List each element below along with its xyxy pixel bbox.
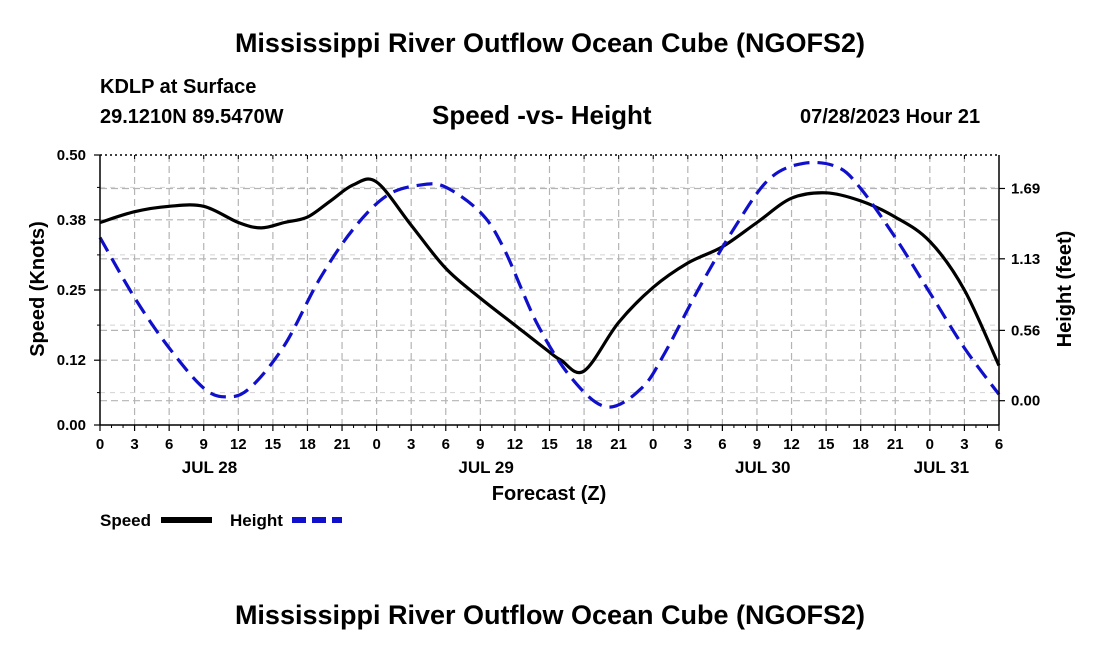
x-tick-label: 12	[783, 436, 800, 453]
y-axis-title: Speed (Knots)	[27, 221, 49, 357]
y-tick-label: 0.25	[57, 282, 86, 299]
y-tick-label: 0.12	[57, 352, 86, 369]
height-series-line	[98, 160, 1001, 409]
footer-title: Mississippi River Outflow Ocean Cube (NG…	[234, 600, 866, 630]
x-tick-label: 21	[610, 436, 627, 453]
y2-axis-title: Height (feet)	[1054, 231, 1076, 348]
x-tick-label: 3	[684, 436, 692, 453]
x-tick-label: 15	[818, 436, 835, 453]
x-tick-label: 12	[230, 436, 247, 453]
x-tick-label: 21	[887, 436, 904, 453]
x-tick-label: 3	[407, 436, 415, 453]
y-tick-label: 0.50	[57, 147, 86, 164]
x-tick-label: 6	[995, 436, 1003, 453]
x-tick-label: 15	[265, 436, 282, 453]
forecast-datetime: 07/28/2023 Hour 21	[800, 106, 981, 128]
x-tick-label: 6	[442, 436, 450, 453]
x-tick-label: 3	[130, 436, 138, 453]
page-title: Mississippi River Outflow Ocean Cube (NG…	[234, 28, 866, 58]
x-tick-label: 9	[476, 436, 484, 453]
x-tick-label: 0	[649, 436, 657, 453]
chart-subtitle: Speed -vs- Height	[432, 100, 652, 130]
x-tick-label: 18	[576, 436, 593, 453]
x-tick-label: 6	[165, 436, 173, 453]
y-tick-label: 0.38	[57, 212, 86, 229]
y-tick-label: 0.00	[57, 417, 86, 434]
x-tick-label: 0	[372, 436, 380, 453]
y2-tick-label: 1.13	[1011, 251, 1040, 268]
x-tick-label: 15	[541, 436, 558, 453]
x-tick-label: 3	[960, 436, 968, 453]
grid-lines	[100, 155, 999, 425]
x-tick-label: 0	[926, 436, 934, 453]
y2-tick-label: 0.56	[1011, 322, 1040, 339]
x-tick-label: 12	[507, 436, 524, 453]
legend: Speed Height	[100, 511, 342, 530]
x-tick-label: 18	[852, 436, 869, 453]
x-tick-label: 18	[299, 436, 316, 453]
tick-labels: 0 3 6 9 12 15 18 21 0 3 6 9 12 15 18 21 0 3 6 9 12 15 18 21 0 3 6J…	[57, 147, 1040, 477]
x-date-label: JUL 28	[182, 458, 237, 477]
speed-series-line	[99, 177, 1001, 375]
station-label: KDLP at Surface	[100, 76, 257, 98]
speed-height-chart: 0 3 6 9 12 15 18 21 0 3 6 9 12 15 18 21 0 3 6 9 12 15 18 21 0 3 6J…	[27, 147, 1076, 530]
x-tick-label: 9	[753, 436, 761, 453]
y2-tick-label: 0.00	[1011, 393, 1040, 410]
legend-speed-label: Speed	[100, 511, 151, 530]
station-coordinates: 29.1210N 89.5470W	[100, 106, 284, 128]
legend-height-label: Height	[230, 511, 283, 530]
x-date-label: JUL 29	[458, 458, 513, 477]
x-axis-title: Forecast (Z)	[492, 483, 606, 505]
axes	[94, 154, 1005, 431]
x-tick-label: 21	[334, 436, 351, 453]
series-lines	[98, 160, 1001, 409]
x-date-label: JUL 30	[735, 458, 790, 477]
x-tick-label: 9	[200, 436, 208, 453]
x-tick-label: 0	[96, 436, 104, 453]
y2-tick-label: 1.69	[1011, 180, 1040, 197]
x-tick-label: 6	[718, 436, 726, 453]
x-date-label: JUL 31	[914, 458, 969, 477]
